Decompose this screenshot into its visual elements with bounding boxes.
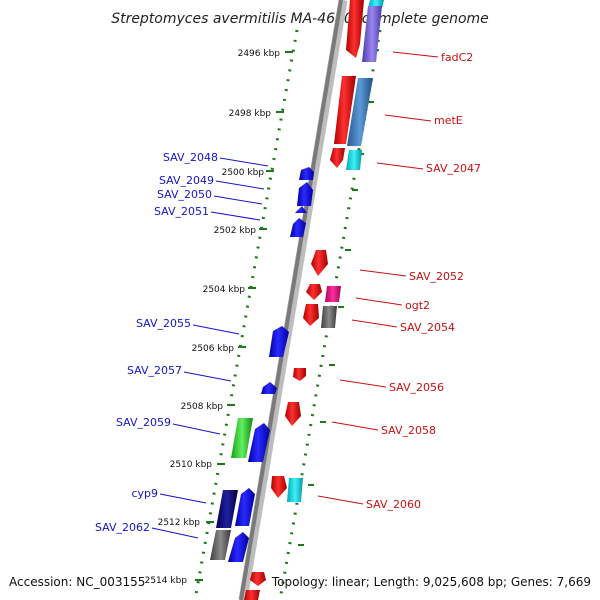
tick-2500: 2500 kbp — [222, 168, 274, 178]
gene-sav2048[interactable] — [299, 167, 314, 180]
gene-mete-partner[interactable] — [347, 78, 373, 146]
svg-text:2508 kbp: 2508 kbp — [181, 402, 224, 412]
label-sav2049[interactable]: SAV_2049 — [159, 174, 265, 190]
svg-text:SAV_2052: SAV_2052 — [409, 270, 464, 283]
gene-sav2062-grey[interactable] — [210, 530, 231, 560]
tick-2498: 2498 kbp — [229, 109, 284, 119]
svg-text:2496 kbp: 2496 kbp — [238, 49, 281, 59]
gene-sav2059-green[interactable] — [231, 418, 253, 458]
gene-sav2047[interactable] — [330, 148, 345, 168]
label-sav2047[interactable]: SAV_2047 — [376, 162, 481, 175]
gene-fadc2-partner[interactable] — [362, 6, 382, 62]
label-cyp9[interactable]: cyp9 — [131, 487, 207, 504]
gene-sav2055[interactable] — [269, 326, 289, 357]
tick-2508: 2508 kbp — [181, 402, 235, 412]
label-sav2055[interactable]: SAV_2055 — [136, 317, 240, 335]
label-sav2051[interactable]: SAV_2051 — [154, 205, 261, 221]
gene-sav2058[interactable] — [285, 402, 301, 426]
gene-sav2054[interactable] — [303, 304, 319, 326]
gene-sav2049[interactable] — [297, 182, 313, 206]
accession-text: Accession: NC_003155 — [9, 575, 145, 589]
svg-text:2506 kbp: 2506 kbp — [192, 344, 235, 354]
svg-text:SAV_2057: SAV_2057 — [127, 364, 182, 377]
gene-cyp9[interactable] — [216, 490, 238, 528]
svg-text:SAV_2058: SAV_2058 — [381, 424, 436, 437]
tick-2502: 2502 kbp — [214, 226, 267, 236]
label-sav2057[interactable]: SAV_2057 — [127, 364, 232, 382]
gene-fadc2[interactable] — [346, 0, 364, 58]
gene-sav2047-partner[interactable] — [346, 150, 362, 170]
label-sav2060[interactable]: SAV_2060 — [317, 495, 421, 511]
svg-text:2514 kbp: 2514 kbp — [145, 576, 188, 586]
genome-summary-text: Topology: linear; Length: 9,025,608 bp; … — [271, 575, 591, 589]
label-sav2050[interactable]: SAV_2050 — [157, 188, 263, 205]
gene-sav2051[interactable] — [290, 218, 306, 237]
tick-2512: 2512 kbp — [158, 518, 214, 528]
gene-sav2060-partner[interactable] — [287, 478, 303, 502]
gene-sav2052[interactable] — [311, 250, 328, 276]
svg-text:2498 kbp: 2498 kbp — [229, 109, 272, 119]
map-title: Streptomyces avermitilis MA-4680, comple… — [111, 11, 489, 27]
backbone — [239, 0, 343, 600]
label-fadc2[interactable]: fadC2 — [392, 51, 473, 64]
gene-sav2064[interactable] — [244, 590, 260, 600]
svg-text:cyp9: cyp9 — [131, 487, 158, 500]
label-ogt2[interactable]: ogt2 — [355, 297, 430, 312]
label-sav2062[interactable]: SAV_2062 — [95, 521, 199, 539]
svg-text:SAV_2056: SAV_2056 — [389, 381, 444, 394]
svg-text:2510 kbp: 2510 kbp — [170, 460, 213, 470]
gene-sav2056[interactable] — [293, 368, 306, 381]
label-sav2059[interactable]: SAV_2059 — [116, 416, 221, 435]
tick-2506: 2506 kbp — [192, 344, 246, 354]
svg-text:SAV_2051: SAV_2051 — [154, 205, 209, 218]
tick-2496: 2496 kbp — [238, 49, 293, 59]
label-sav2058[interactable]: SAV_2058 — [331, 421, 436, 437]
label-sav2048[interactable]: SAV_2048 — [163, 151, 269, 167]
gene-mete[interactable] — [334, 76, 356, 144]
tick-2510: 2510 kbp — [170, 460, 225, 470]
svg-text:SAV_2047: SAV_2047 — [426, 162, 481, 175]
svg-text:SAV_2049: SAV_2049 — [159, 174, 214, 187]
svg-text:fadC2: fadC2 — [441, 51, 473, 64]
svg-text:SAV_2055: SAV_2055 — [136, 317, 191, 330]
svg-text:SAV_2062: SAV_2062 — [95, 521, 150, 534]
svg-text:SAV_2059: SAV_2059 — [116, 416, 171, 429]
svg-text:2502 kbp: 2502 kbp — [214, 226, 257, 236]
svg-text:2500 kbp: 2500 kbp — [222, 168, 265, 178]
svg-text:2504 kbp: 2504 kbp — [203, 285, 246, 295]
tick-2504: 2504 kbp — [203, 285, 256, 295]
svg-text:SAV_2060: SAV_2060 — [366, 498, 421, 511]
gene-cyp9-partner[interactable] — [235, 488, 255, 526]
gene-sav2054-partner[interactable] — [321, 306, 337, 328]
svg-text:metE: metE — [434, 114, 463, 127]
gene-sav2060[interactable] — [271, 476, 287, 498]
svg-text:SAV_2048: SAV_2048 — [163, 151, 218, 164]
gene-sav2053[interactable] — [306, 284, 322, 300]
label-mete[interactable]: metE — [384, 114, 463, 127]
svg-text:SAV_2050: SAV_2050 — [157, 188, 212, 201]
label-sav2052[interactable]: SAV_2052 — [359, 269, 464, 283]
gene-ogt2[interactable] — [325, 286, 341, 302]
svg-text:2512 kbp: 2512 kbp — [158, 518, 201, 528]
gene-sav2063[interactable] — [250, 572, 266, 586]
gene-sav2062[interactable] — [228, 532, 249, 562]
svg-text:SAV_2054: SAV_2054 — [400, 321, 455, 334]
label-sav2054[interactable]: SAV_2054 — [351, 319, 455, 334]
gene-sav2057[interactable] — [261, 382, 277, 394]
gene-sav2059[interactable] — [248, 423, 270, 462]
label-sav2056[interactable]: SAV_2056 — [339, 379, 444, 394]
svg-text:ogt2: ogt2 — [405, 299, 430, 312]
gene-sav2050[interactable] — [295, 206, 307, 213]
tick-2514: 2514 kbp — [145, 576, 203, 586]
